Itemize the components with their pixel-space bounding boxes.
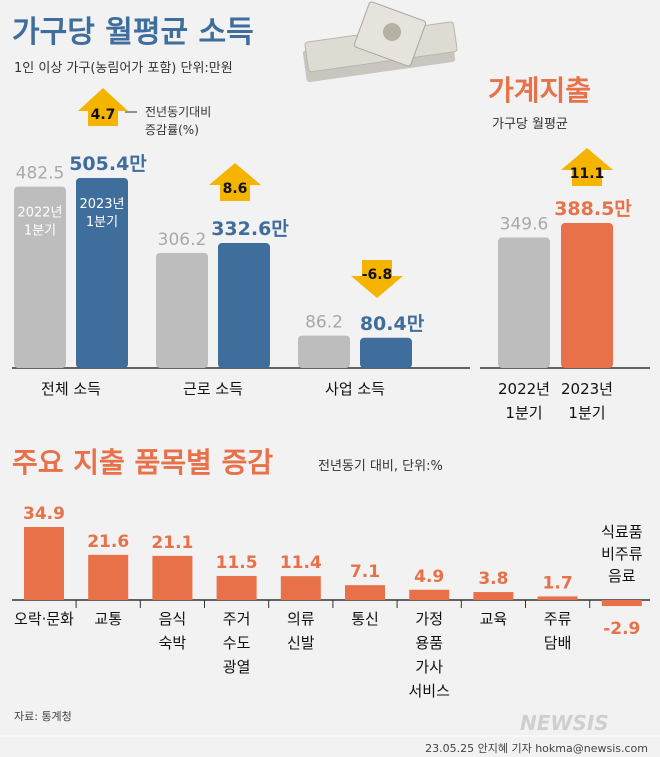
- expenditure-category-label: 1분기: [568, 404, 605, 422]
- item-value-label: 11.4: [280, 553, 322, 573]
- legend-up-arrow-icon: [78, 88, 128, 126]
- item-value-label: 7.1: [350, 562, 380, 582]
- item-value-label: 34.9: [23, 504, 65, 524]
- page-subtitle: 1인 이상 가구(농림어가 포함) 단위:만원: [14, 61, 233, 76]
- in-bar-label: 2022년: [17, 206, 62, 221]
- item-value-label: -2.9: [603, 619, 640, 639]
- expenditure-chart: 349.6 2022년 1분기 388.5만 2023년 1분기 11.1: [498, 148, 632, 422]
- item-bar: [24, 527, 64, 600]
- income-value-label: 86.2: [305, 313, 343, 333]
- expenditure-change-arrow-label: 11.1: [570, 166, 605, 182]
- expenditure-category-label: 1분기: [505, 404, 542, 422]
- in-bar-label: 1분기: [24, 224, 56, 239]
- income-bar: [14, 186, 66, 368]
- income-bar: [360, 337, 412, 368]
- expenditure-title: 가계지출: [488, 74, 591, 107]
- item-category-label: 의류: [287, 610, 315, 628]
- expenditure-value-label: 349.6: [500, 215, 549, 235]
- item-category-label: 음료: [608, 567, 636, 585]
- item-bar: [280, 576, 321, 600]
- item-category-label: 광열: [223, 658, 251, 676]
- expenditure-bar: [498, 237, 550, 368]
- expenditure-bar: [561, 223, 613, 368]
- expenditure-subtitle: 가구당 월평균: [492, 117, 568, 132]
- item-bar: [601, 600, 642, 607]
- money-stack-icon: [302, 1, 458, 83]
- income-bar: [298, 335, 350, 368]
- income-change-arrow-label: -6.8: [362, 267, 393, 283]
- item-value-label: 21.1: [151, 533, 193, 553]
- item-value-label: 3.8: [478, 569, 508, 589]
- item-category-label: 담배: [544, 634, 572, 652]
- item-value-label: 11.5: [216, 553, 258, 573]
- item-category-label: 주류: [544, 610, 572, 628]
- legend-arrow-label: 전년동기대비: [145, 105, 211, 119]
- item-bar: [152, 555, 193, 600]
- item-value-label: 21.6: [87, 532, 129, 552]
- income-category-label: 근로 소득: [183, 380, 243, 398]
- income-change-arrow-icon: [351, 260, 403, 298]
- item-bar: [473, 592, 514, 600]
- income-bar: [76, 178, 128, 368]
- income-category-label: 전체 소득: [41, 380, 101, 398]
- expenditure-category-label: 2023년: [561, 380, 613, 398]
- item-category-label: 가정: [415, 610, 443, 628]
- item-category-label: 수도: [223, 634, 251, 652]
- expenditure-change-arrow-icon: [561, 148, 613, 186]
- item-bar: [216, 575, 257, 600]
- item-category-label: 통신: [351, 610, 379, 628]
- expenditure-value-label: 388.5만: [554, 198, 632, 220]
- in-bar-label: 2023년: [79, 197, 124, 212]
- income-change-arrow-label: 8.6: [223, 181, 248, 197]
- item-category-label: 숙박: [159, 634, 187, 652]
- income-bar: [156, 252, 208, 368]
- item-category-label: 음식: [159, 610, 187, 628]
- item-bar: [345, 585, 385, 600]
- income-value-label: 332.6만: [211, 218, 289, 240]
- income-bar: [218, 242, 270, 368]
- item-category-label: 주거: [223, 610, 251, 628]
- page-title: 가구당 월평균 소득: [12, 15, 254, 50]
- in-bar-label: 1분기: [86, 215, 118, 230]
- income-value-label: 505.4만: [69, 153, 147, 175]
- credit-text: 23.05.25 안지혜 기자 hokma@newsis.com: [425, 742, 648, 755]
- legend-arrow-label-2: 증감률(%): [145, 123, 199, 137]
- income-value-label: 482.5: [16, 164, 65, 184]
- source-text: 자료: 통계청: [14, 710, 72, 723]
- income-category-label: 사업 소득: [325, 380, 385, 398]
- item-category-label: 용품: [415, 634, 443, 652]
- item-bar: [409, 589, 450, 600]
- item-category-label: 가사: [415, 658, 443, 676]
- income-value-label: 80.4만: [360, 313, 425, 335]
- income-value-label: 306.2: [158, 230, 207, 250]
- item-category-label: 신발: [287, 634, 315, 652]
- section-subtitle: 전년동기 대비, 단위:%: [318, 459, 443, 474]
- item-category-label: 비주류: [601, 545, 643, 563]
- item-category-label: 교육: [480, 610, 508, 628]
- income-change-arrow-icon: [209, 163, 261, 201]
- item-value-label: 1.7: [543, 573, 573, 593]
- item-category-label: 서비스: [408, 682, 450, 700]
- section-title: 주요 지출 품목별 증감: [12, 446, 273, 479]
- item-bar: [88, 554, 129, 600]
- item-value-label: 4.9: [414, 567, 444, 587]
- item-bar: [537, 596, 578, 600]
- item-category-label: 식료품: [601, 523, 642, 541]
- newsis-logo: NEWSIS: [520, 711, 609, 735]
- item-category-label: 오락·문화: [14, 610, 74, 628]
- expenditure-category-label: 2022년: [498, 380, 550, 398]
- item-category-label: 교통: [94, 610, 122, 628]
- legend-arrow-value: 4.7: [91, 107, 116, 123]
